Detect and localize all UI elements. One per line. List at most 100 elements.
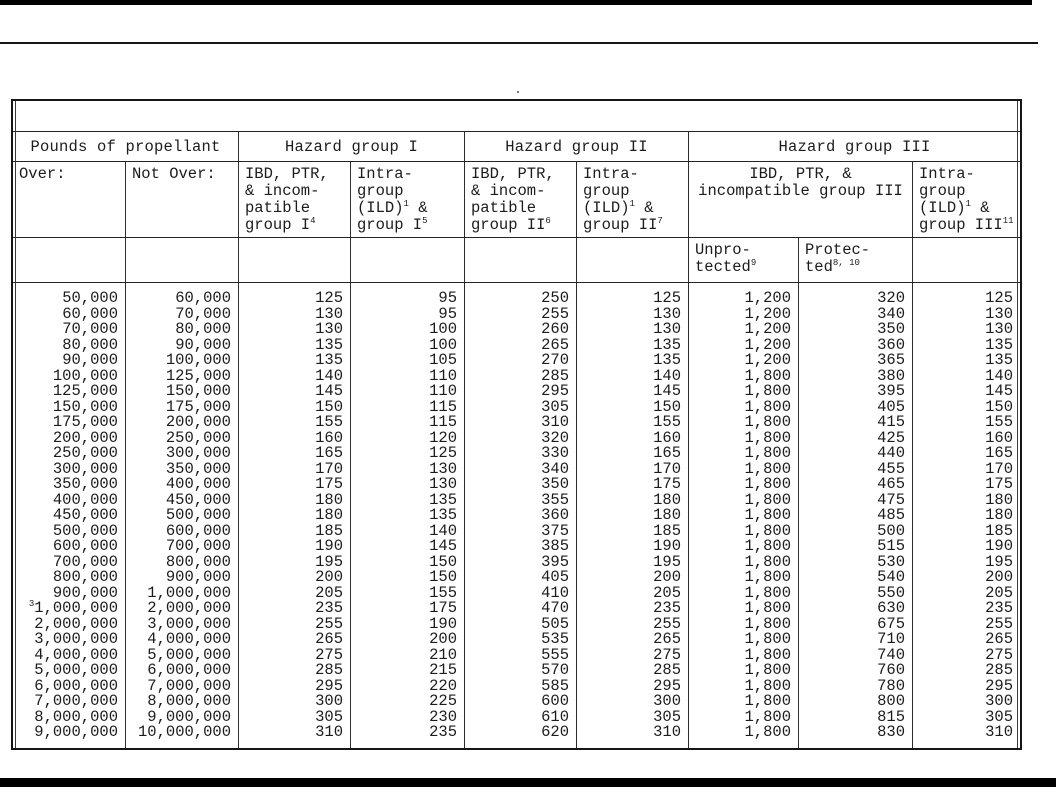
column-header-cell: IBD, PTR, & incom-patible group I4 bbox=[238, 162, 350, 237]
data-cell: 135 bbox=[429, 506, 457, 524]
data-cell: 255 bbox=[653, 614, 681, 633]
data-cell: 31,000,000 bbox=[28, 598, 118, 617]
data-cell: 165 bbox=[985, 444, 1013, 462]
data-cell: 130 bbox=[315, 304, 343, 323]
data-cell: 140 bbox=[653, 366, 681, 385]
data-cell: 130 bbox=[315, 320, 343, 338]
data-cell: 465 bbox=[877, 475, 905, 493]
group-header-row: Pounds of propellant Hazard group I Hazard… bbox=[13, 132, 1020, 162]
data-cell: 375 bbox=[541, 521, 569, 540]
sub-header-cell bbox=[13, 238, 125, 282]
data-cell: 485 bbox=[877, 506, 905, 524]
data-cell: 450,000 bbox=[52, 506, 118, 524]
data-cell: 300 bbox=[985, 692, 1013, 710]
data-cell: 265 bbox=[315, 630, 343, 648]
data-cell: 1,800 bbox=[744, 459, 791, 478]
data-cell: 455 bbox=[877, 459, 905, 478]
data-cell: 900,000 bbox=[165, 568, 231, 586]
sub-header-cell bbox=[464, 238, 576, 282]
data-cell: 70,000 bbox=[175, 304, 231, 323]
data-cell: 250,000 bbox=[52, 444, 118, 462]
header-line: patible bbox=[471, 199, 537, 217]
data-cell: 800,000 bbox=[165, 552, 231, 571]
data-cell: 125 bbox=[653, 289, 681, 307]
column-header-cell: IBD, PTR, & incom-patible group II6 bbox=[464, 162, 576, 237]
data-cell: 1,800 bbox=[744, 444, 791, 462]
header-line: group bbox=[919, 182, 966, 200]
data-cell: 300 bbox=[315, 692, 343, 710]
data-cell: 760 bbox=[877, 661, 905, 679]
data-cell: 300 bbox=[653, 692, 681, 710]
data-cell: 150 bbox=[653, 397, 681, 416]
header-line: Not Over: bbox=[132, 165, 216, 183]
header-line: group III11 bbox=[919, 215, 1014, 234]
data-cell: 1,800 bbox=[744, 707, 791, 726]
data-cell: 165 bbox=[315, 444, 343, 462]
data-cell: 4,000,000 bbox=[34, 645, 118, 664]
data-cell: 130 bbox=[653, 320, 681, 338]
data-cell: 100,000 bbox=[52, 366, 118, 385]
data-column: 60,000 70,000 80,000 90,000 100,000 125,000 15… bbox=[125, 283, 238, 748]
data-cell: 50,000 bbox=[62, 289, 118, 307]
header-line: group I5 bbox=[357, 215, 428, 234]
data-cell: 900,000 bbox=[52, 583, 118, 602]
data-cell: 475 bbox=[877, 490, 905, 509]
data-cell: 275 bbox=[985, 645, 1013, 664]
data-cell: 200 bbox=[315, 568, 343, 586]
data-cell: 305 bbox=[985, 707, 1013, 726]
data-cell: 235 bbox=[429, 723, 457, 741]
data-cell: 7,000,000 bbox=[147, 676, 231, 695]
data-cell: 1,800 bbox=[744, 583, 791, 602]
data-cell: 155 bbox=[429, 583, 457, 602]
sub-header-row: Unpro-tected9 Protec-ted8, 10 bbox=[13, 238, 1020, 283]
data-cell: 200 bbox=[429, 630, 457, 648]
data-cell: 150 bbox=[429, 568, 457, 586]
scan-edge-top-bar bbox=[0, 0, 1032, 5]
data-cell: 165 bbox=[653, 444, 681, 462]
group-header-cell: Hazard group II bbox=[464, 132, 688, 161]
sub-header-cell bbox=[912, 238, 1020, 282]
sub-header-cell: Protec-ted8, 10 bbox=[798, 238, 912, 282]
data-cell: 90,000 bbox=[175, 335, 231, 354]
data-cell: 275 bbox=[315, 645, 343, 664]
data-cell: 570 bbox=[541, 661, 569, 679]
data-cell: 1,800 bbox=[744, 428, 791, 447]
header-line: group I4 bbox=[245, 215, 316, 234]
data-cell: 9,000,000 bbox=[147, 707, 231, 726]
header-line: Protec- bbox=[805, 241, 871, 259]
data-cell: 1,800 bbox=[744, 723, 791, 741]
column-header-cell: Intra-group (ILD)1 & group II7 bbox=[576, 162, 688, 237]
data-cell: 185 bbox=[985, 521, 1013, 540]
data-cell: 310 bbox=[985, 723, 1013, 741]
table-inner-border-right bbox=[1017, 101, 1018, 748]
data-cell: 740 bbox=[877, 645, 905, 664]
data-cell: 700,000 bbox=[165, 537, 231, 555]
data-cell: 110 bbox=[429, 366, 457, 385]
data-cell: 535 bbox=[541, 630, 569, 648]
data-cell: 405 bbox=[877, 397, 905, 416]
data-cell: 515 bbox=[877, 537, 905, 555]
header-line: Over: bbox=[19, 165, 66, 183]
data-cell: 285 bbox=[985, 661, 1013, 679]
data-cell: 125,000 bbox=[52, 382, 118, 400]
data-cell: 190 bbox=[985, 537, 1013, 555]
header-line: Intra- bbox=[583, 165, 639, 183]
data-cell: 135 bbox=[985, 351, 1013, 369]
data-cell: 205 bbox=[985, 583, 1013, 602]
data-cell: 6,000,000 bbox=[147, 661, 231, 679]
data-cell: 170 bbox=[985, 459, 1013, 478]
column-header-row: Over: Not Over: IBD, PTR, & incom-patible gr… bbox=[13, 162, 1020, 238]
data-cell: 235 bbox=[315, 599, 343, 617]
data-cell: 1,800 bbox=[744, 568, 791, 586]
data-cell: 1,800 bbox=[744, 521, 791, 540]
header-line: Unpro- bbox=[695, 241, 751, 259]
data-cell: 250 bbox=[541, 289, 569, 307]
data-cell: 80,000 bbox=[175, 320, 231, 338]
data-cell: 1,800 bbox=[744, 661, 791, 679]
data-cell: 550 bbox=[877, 583, 905, 602]
data-cell: 180 bbox=[315, 506, 343, 524]
column-header-cell: Intra-group (ILD)1 & group I5 bbox=[350, 162, 464, 237]
data-cell: 250,000 bbox=[165, 428, 231, 447]
data-cell: 255 bbox=[541, 304, 569, 323]
